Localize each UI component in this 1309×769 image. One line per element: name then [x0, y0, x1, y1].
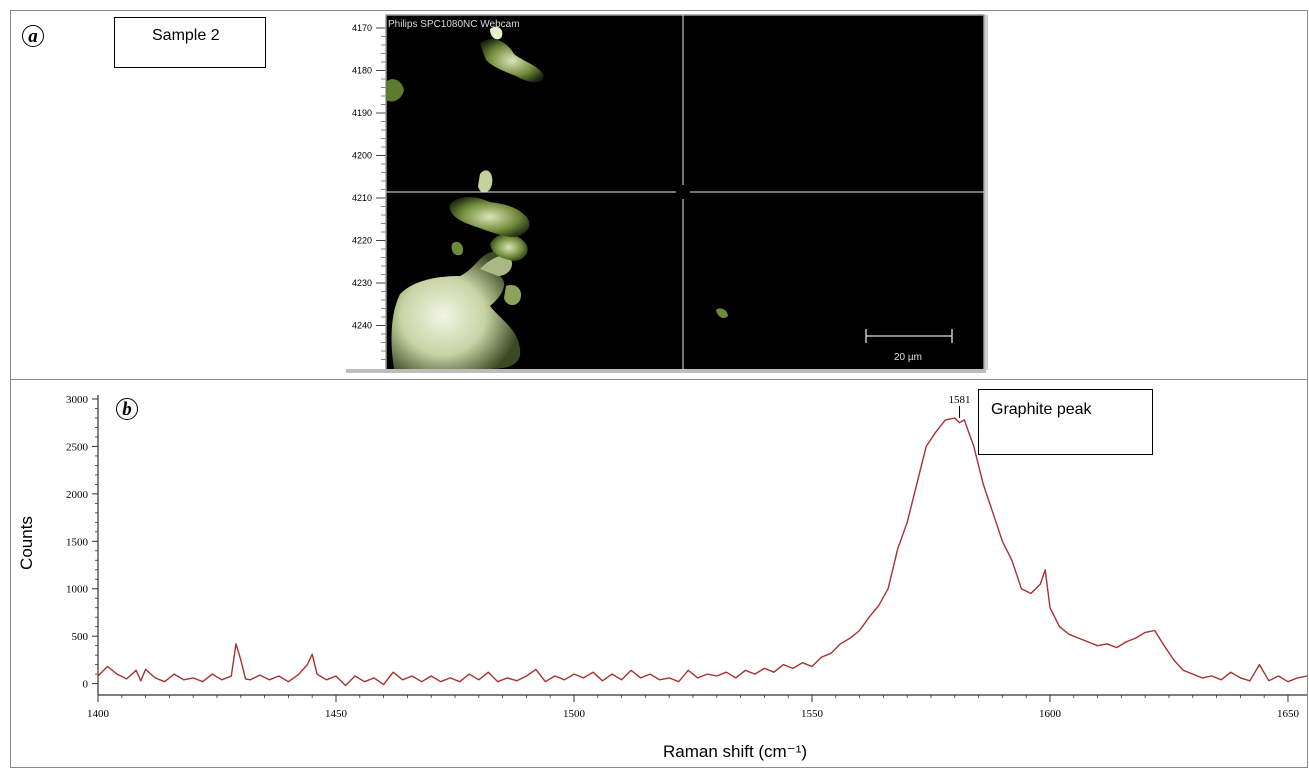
y-tick-label: 500 [72, 631, 89, 643]
y-tick-label: 2000 [66, 489, 89, 501]
spectrum-line [97, 417, 1308, 687]
scale-bar: 20 µm [865, 329, 953, 363]
image-y-tick-label: 4220 [352, 236, 372, 246]
image-y-tick-label: 4190 [352, 108, 372, 118]
peak-label: 1581 [949, 394, 971, 406]
panel-a-letter: a [22, 25, 44, 47]
y-tick-label: 1500 [66, 536, 89, 548]
image-y-axis: 4170 4180 4190 4200 4210 4220 4230 4240 [352, 23, 386, 360]
image-y-tick-label: 4180 [352, 66, 372, 76]
sample-label: Sample 2 [114, 17, 266, 68]
scale-bar-label: 20 µm [894, 352, 922, 363]
graphite-flakes [386, 26, 728, 369]
image-y-tick-label: 4210 [352, 193, 372, 203]
x-axis-label: Raman shift (cm⁻¹) [663, 742, 807, 761]
panel-b-letter: b [116, 398, 138, 420]
microscope-image: 4170 4180 4190 4200 4210 4220 4230 4240 Philips… [330, 14, 988, 373]
x-tick-label: 1500 [563, 708, 586, 720]
y-tick-label: 3000 [66, 394, 89, 406]
x-tick-label: 1400 [87, 708, 110, 720]
x-tick-label: 1650 [1277, 708, 1300, 720]
y-tick-label: 2500 [66, 441, 89, 453]
y-axis-label: Counts [17, 516, 36, 570]
panel-b [10, 379, 1308, 768]
x-tick-label: 1450 [325, 708, 348, 720]
panel-a [10, 10, 1308, 379]
image-y-tick-label: 4230 [352, 278, 372, 288]
graphite-peak-label: Graphite peak [978, 389, 1153, 455]
x-tick-label: 1600 [1039, 708, 1062, 720]
image-y-tick-label: 4200 [352, 151, 372, 161]
image-y-tick-label: 4240 [352, 321, 372, 331]
y-tick-label: 0 [83, 679, 89, 691]
x-tick-label: 1550 [801, 708, 824, 720]
camera-title: Philips SPC1080NC Webcam [388, 19, 520, 30]
raman-spectrum-chart: 0 500 1000 1500 2000 2500 3000 1400 1450 1500 1550… [17, 394, 1308, 761]
image-y-tick-label: 4170 [352, 23, 372, 33]
y-tick-label: 1000 [66, 584, 89, 596]
